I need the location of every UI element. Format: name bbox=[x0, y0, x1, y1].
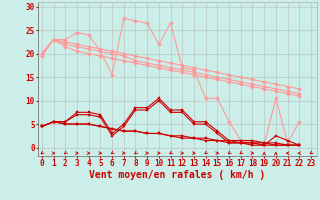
X-axis label: Vent moyen/en rafales ( km/h ): Vent moyen/en rafales ( km/h ) bbox=[90, 170, 266, 180]
